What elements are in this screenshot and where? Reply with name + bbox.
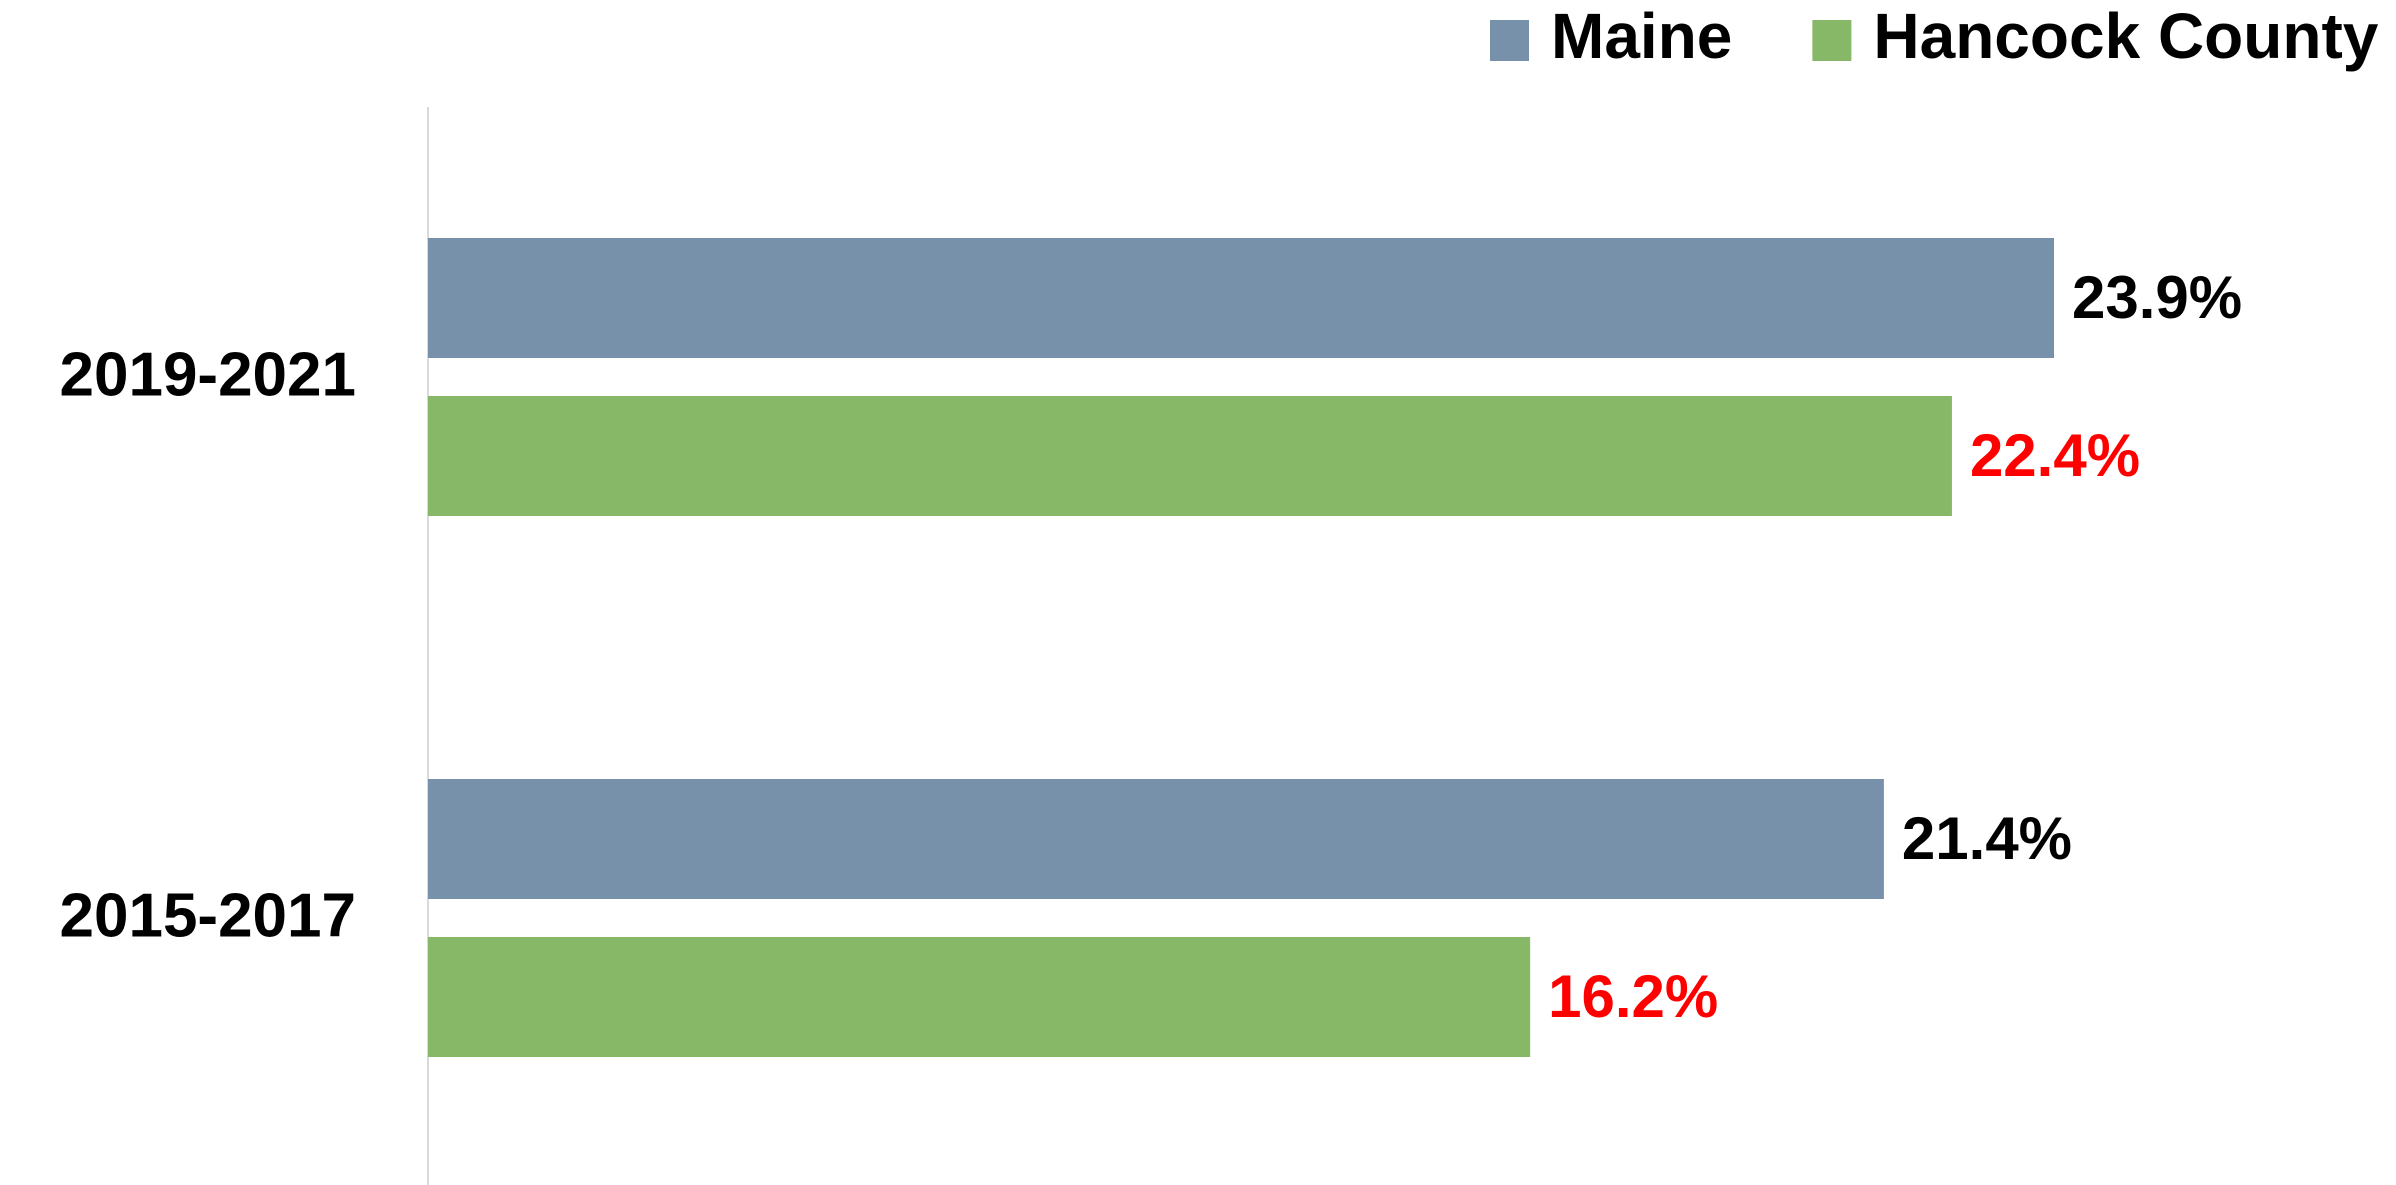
bar xyxy=(428,937,1531,1057)
value-label: 22.4% xyxy=(1970,422,2140,489)
value-label: 21.4% xyxy=(1902,805,2072,872)
category-label: 2015-2017 xyxy=(60,881,357,950)
legend-label: Maine xyxy=(1551,0,1732,72)
category-label: 2019-2021 xyxy=(60,340,357,409)
bar xyxy=(428,238,2054,358)
legend-swatch xyxy=(1490,20,1529,61)
legend-label: Hancock County xyxy=(1873,0,2378,72)
value-label: 23.9% xyxy=(2072,264,2242,331)
legend-swatch xyxy=(1812,20,1852,61)
value-label: 16.2% xyxy=(1548,963,1718,1030)
bar xyxy=(428,779,1884,899)
bar xyxy=(428,396,1952,516)
